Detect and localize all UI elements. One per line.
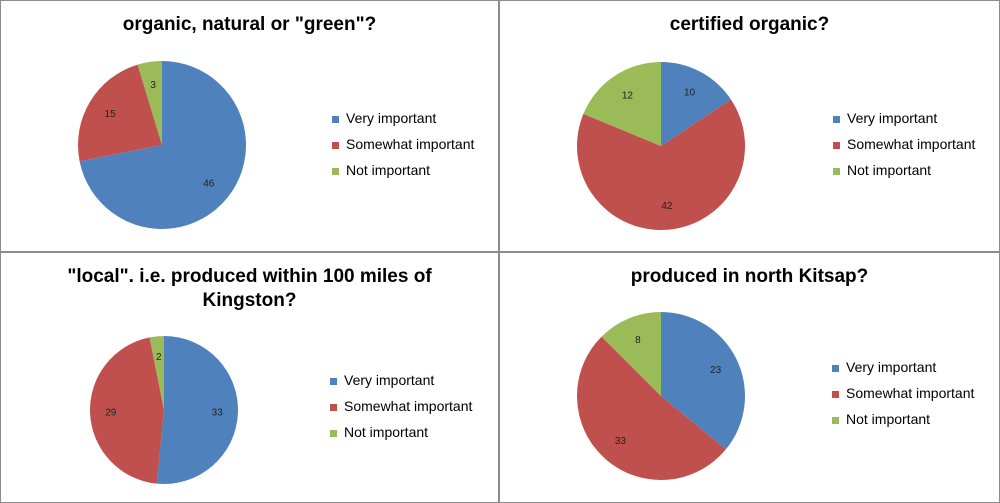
data-label-very-important: 23 [710,365,722,376]
chart-title: organic, natural or "green"? [122,14,377,35]
pie-slice-somewhat-important [78,64,162,162]
legend-swatch-somewhat-important [332,142,339,149]
legend-label: Not important [344,424,429,440]
legend-label: Somewhat important [846,385,975,401]
data-label-somewhat-important: 42 [661,201,673,212]
data-label-somewhat-important: 29 [105,408,117,419]
legend-label: Not important [346,162,431,178]
legend-label: Somewhat important [847,136,976,152]
chart-panel-certified-organic: certified organic? 10 42 12 Very important… [499,0,1000,252]
pie-chart: 46 15 3 [78,61,247,229]
legend-label: Not important [846,411,931,427]
chart-title: certified organic? [669,14,830,35]
pie-slice-very-important [661,312,745,450]
legend-label: Somewhat important [344,398,473,414]
data-label-somewhat-important: 15 [105,109,117,120]
legend-swatch-not-important [330,430,337,437]
pie-chart: 23 33 8 [576,312,745,481]
pie-slice-not-important [149,336,164,410]
legend-swatch-not-important [833,168,840,175]
pie-slice-somewhat-important [89,337,164,484]
pie-chart: 10 42 12 [577,62,745,231]
legend-label: Very important [847,110,938,126]
chart-title: produced in north Kitsap? [630,266,869,287]
chart-panel-local: "local". i.e. produced within 100 miles … [0,252,499,503]
legend-swatch-not-important [832,417,839,424]
legend-label: Very important [344,372,435,388]
pie-slice-very-important [79,61,247,229]
legend-label: Very important [846,359,937,375]
legend-swatch-somewhat-important [832,391,839,398]
chart-panel-green: organic, natural or "green"? 46 15 3 Very … [0,0,499,252]
pie-slice-not-important [137,61,162,145]
legend-swatch-somewhat-important [833,142,840,149]
pie-slice-very-important [156,336,238,484]
data-label-not-important: 8 [635,335,641,346]
legend-label: Very important [346,110,437,126]
pie-slice-not-important [601,312,661,396]
legend-label: Not important [847,162,932,178]
legend-label: Somewhat important [346,136,475,152]
pie-slice-somewhat-important [577,99,745,231]
data-label-not-important: 2 [156,352,162,363]
legend-swatch-not-important [332,168,339,175]
legend-swatch-very-important [330,378,337,385]
data-label-somewhat-important: 33 [615,436,627,447]
chart-title: "local". i.e. produced within 100 miles … [67,266,432,311]
pie-slice-somewhat-important [576,336,726,481]
legend-swatch-very-important [332,116,339,123]
data-label-not-important: 3 [150,80,156,91]
data-label-very-important: 33 [212,408,224,419]
legend-swatch-very-important [833,116,840,123]
pie-slice-very-important [661,62,731,146]
data-label-very-important: 46 [203,178,215,189]
legend-swatch-very-important [832,365,839,372]
pie-slice-not-important [583,62,661,146]
pie-chart: 33 29 2 [89,336,238,484]
data-label-not-important: 12 [622,91,634,102]
chart-panel-north-kitsap: produced in north Kitsap? 23 33 8 Very imp… [499,252,1000,503]
data-label-very-important: 10 [684,88,696,99]
legend-swatch-somewhat-important [330,404,337,411]
